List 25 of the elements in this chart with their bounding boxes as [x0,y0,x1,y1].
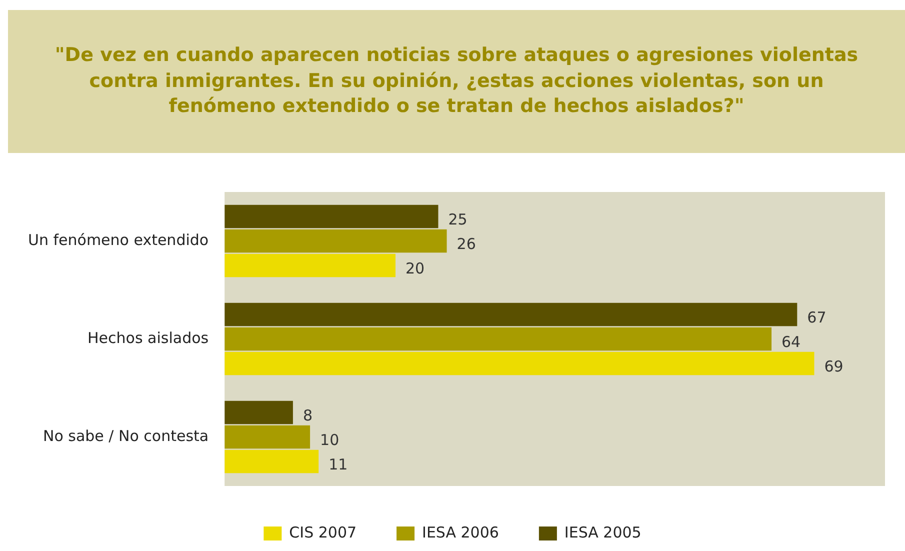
y-tick-label: No sabe / No contesta [42,426,209,445]
data-label: 64 [782,332,801,351]
bar [224,302,798,326]
data-label: 67 [807,308,826,326]
data-label: 11 [328,455,348,474]
bar [224,254,396,278]
bar [224,425,310,449]
data-label: 26 [456,234,476,253]
data-label: 8 [302,406,312,424]
legend-label: CIS 2007 [289,523,357,542]
data-label: 20 [406,259,425,278]
data-label: 10 [320,430,340,449]
data-label: 25 [448,210,468,228]
y-tick-label: Un fenómeno extendido [28,230,209,249]
y-tick-label: Hechos aislados [88,328,209,347]
data-label: 69 [824,357,844,376]
legend-label: IESA 2006 [422,523,499,542]
bar [224,352,814,376]
chart-title: "De vez en cuando aparecen noticias sobre ataques o agresiones violentas contra inmigrantes. En su opinión, ¿estas acciones violentas, son un fenómeno extendido o se tratan de hechos aislados?" [8,10,905,153]
bar [224,204,438,228]
bar [224,229,447,253]
bar [224,450,319,474]
bar [224,327,772,351]
legend-label: IESA 2005 [564,523,642,542]
bar [224,400,293,424]
